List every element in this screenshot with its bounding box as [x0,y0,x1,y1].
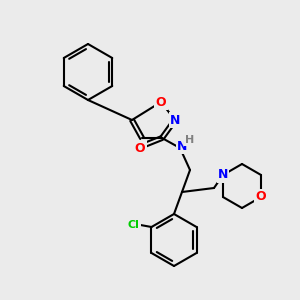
Text: N: N [177,140,187,152]
Text: N: N [218,169,228,182]
Text: O: O [135,142,145,154]
Text: Cl: Cl [128,220,140,230]
Text: O: O [256,190,266,203]
Text: O: O [156,95,166,109]
Text: N: N [170,113,180,127]
Text: H: H [185,135,195,145]
